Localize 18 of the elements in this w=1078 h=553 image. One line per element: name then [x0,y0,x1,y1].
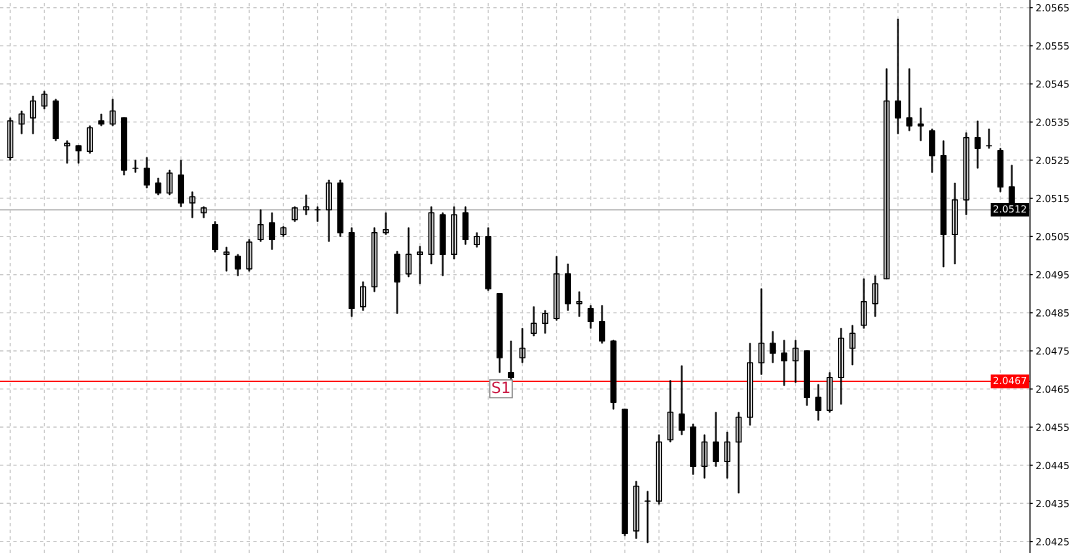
y-tick-label: 2.0505 [1036,232,1069,241]
y-tick-label: 2.0435 [1036,499,1069,508]
y-tick-label: 2.0525 [1036,156,1069,165]
annotation: S1 [492,381,510,394]
y-tick-label: 2.0565 [1036,4,1069,12]
y-tick-label: 2.0515 [1036,194,1069,203]
y-tick-label: 2.0555 [1036,42,1069,50]
y-tick-label: 2.0455 [1036,423,1069,431]
y-tick-label: 2.0545 [1036,80,1069,88]
y-tick-label: 2.0425 [1036,538,1069,546]
ref-line-label: 2.0512 [993,205,1026,213]
y-tick-label: 2.0535 [1036,118,1069,126]
ref-line-label: 2.0467 [993,376,1027,385]
y-tick-label: 2.0465 [1036,385,1069,393]
y-tick-label: 2.0445 [1036,461,1069,470]
y-tick-label: 2.0495 [1036,271,1069,279]
y-tick-label: 2.0485 [1036,309,1069,317]
y-tick-label: 2.0475 [1036,347,1069,355]
